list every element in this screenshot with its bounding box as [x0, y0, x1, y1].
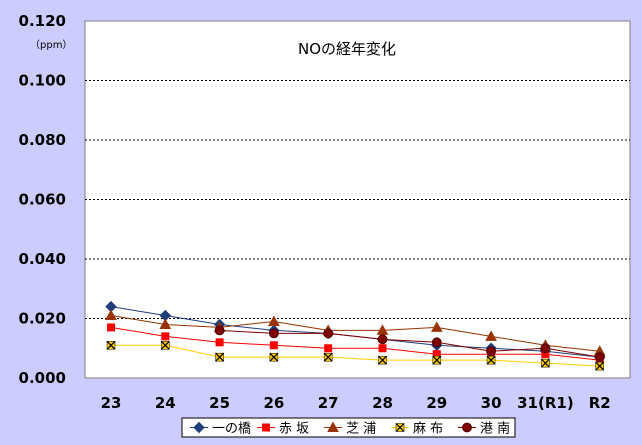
chart-title: NOの経年変化: [298, 40, 396, 58]
square-marker: [107, 323, 115, 332]
y-tick-label: 0.000: [19, 369, 66, 387]
circle-marker: [462, 422, 472, 433]
x-marker-stroke: [486, 355, 496, 365]
legend-item: 港 南: [458, 421, 510, 437]
x-marker-stroke: [540, 358, 550, 368]
x-tick-label: 25: [209, 394, 230, 412]
square-marker: [161, 332, 170, 341]
y-tick-label: 0.100: [19, 72, 66, 90]
circle-marker: [323, 328, 334, 339]
square-marker: [378, 344, 387, 353]
triangle-marker: [268, 315, 280, 326]
y-tick-label: 0.120: [19, 12, 66, 30]
series-x: [106, 340, 605, 371]
legend-item: 芝 浦: [324, 421, 376, 437]
y-tick-label: 0.080: [19, 131, 66, 149]
circle-marker: [377, 334, 388, 345]
series-line: [110, 315, 600, 352]
circle-marker: [594, 352, 605, 363]
x-tick-label: 24: [155, 394, 176, 412]
x-tick-label: R2: [589, 394, 611, 412]
triangle-marker: [159, 318, 172, 329]
square-marker: [324, 344, 333, 353]
x-marker-stroke: [160, 340, 170, 350]
gridlines: [85, 80, 630, 319]
x-marker-stroke: [215, 352, 225, 362]
x-tick-label: 30: [481, 394, 502, 412]
legend-label: 麻 布: [413, 422, 443, 437]
x-marker-stroke: [106, 340, 116, 350]
circle-marker: [214, 325, 225, 336]
triangle-marker: [485, 330, 497, 341]
series-line: [110, 326, 600, 361]
legend-label: 芝 浦: [346, 421, 376, 437]
legend-item: 一の橋: [190, 422, 251, 437]
y-tick-labels: 0.000 0.020 0.040 0.060 0.080 0.100 0.120: [19, 12, 66, 387]
square-marker: [269, 341, 278, 350]
y-tick-label: 0.060: [19, 191, 66, 209]
legend-item: 麻 布: [391, 422, 443, 437]
y-unit-label: （ppm）: [30, 39, 72, 51]
x-tick-label: 27: [318, 394, 339, 412]
y-tick-label: 0.020: [19, 310, 66, 328]
diamond-marker: [193, 421, 205, 434]
legend-label: 一の橋: [212, 422, 251, 437]
circle-marker: [268, 328, 279, 339]
series-line: [111, 344, 600, 367]
x-marker-stroke: [395, 423, 405, 432]
x-marker-stroke: [269, 352, 279, 362]
legend: 一の橋 赤 坂 芝 浦 麻 布 港 南: [181, 417, 516, 438]
triangle-marker: [376, 324, 389, 335]
square-marker: [215, 338, 224, 347]
square-marker: [262, 423, 270, 432]
x-tick-label: 28: [372, 394, 393, 412]
series-line: [219, 329, 600, 358]
x-marker-stroke: [595, 361, 605, 371]
legend-box: [181, 417, 516, 438]
square-marker: [541, 350, 550, 359]
legend-label: 港 南: [480, 421, 510, 437]
x-tick-label: 31(R1): [517, 394, 574, 412]
x-marker-stroke: [323, 352, 333, 362]
triangle-marker: [327, 421, 339, 432]
circle-marker: [486, 346, 497, 357]
triangle-marker: [430, 321, 443, 332]
circle-marker: [431, 337, 442, 348]
legend-item: 赤 坂: [257, 422, 309, 437]
x-marker-stroke: [432, 355, 442, 365]
x-tick-label: 23: [101, 394, 122, 412]
x-tick-label: 26: [263, 394, 284, 412]
x-marker-stroke: [378, 355, 387, 365]
x-tick-labels: 23 24 25 26 27 28 29 30 31(R1) R2: [101, 394, 611, 412]
x-tick-label: 29: [426, 394, 447, 412]
legend-label: 赤 坂: [279, 422, 309, 437]
series-circle: [214, 325, 605, 363]
circle-marker: [540, 343, 551, 354]
square-marker: [432, 350, 441, 359]
y-tick-label: 0.040: [19, 250, 66, 268]
triangle-marker: [105, 309, 117, 321]
series-layer: [105, 300, 606, 371]
